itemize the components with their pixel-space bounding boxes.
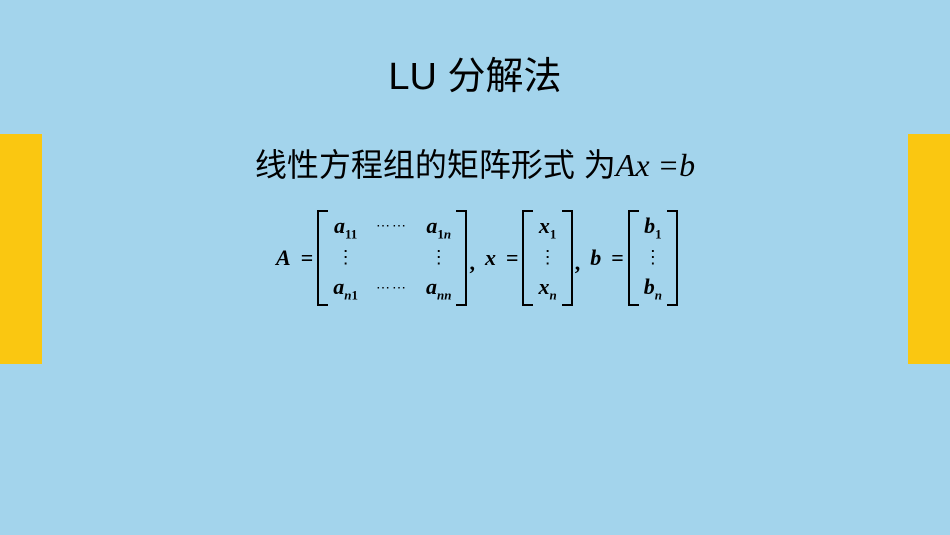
comma-2: , (575, 250, 581, 306)
bracket-right-icon (668, 210, 678, 306)
equals-1: = (301, 245, 314, 271)
vector-x: x1 ⋮ xn (522, 210, 572, 306)
slide: LU 分解法 线性方程组的矩阵形式 为Ax =b A = a11 ⋯⋯ a1n … (0, 0, 950, 535)
cell-vdots-right: ⋮ (430, 255, 448, 260)
cell-a1n: a1n (426, 215, 451, 240)
slide-subtitle: 线性方程组的矩阵形式 为Ax =b (0, 140, 950, 186)
bracket-left-icon (522, 210, 532, 306)
equals-3: = (611, 245, 624, 271)
cell-b-vdots: ⋮ (644, 255, 662, 260)
subtitle-eq-op: = (650, 147, 680, 183)
cell-x1: x1 (539, 215, 557, 240)
bracket-right-icon (563, 210, 573, 306)
cell-an1: an1 (333, 276, 358, 301)
cell-a11: a11 (334, 215, 357, 240)
bracket-left-icon (317, 210, 327, 306)
cell-ann: ann (426, 276, 451, 301)
equals-2: = (506, 245, 519, 271)
symbol-A: A (276, 245, 291, 271)
cell-x-vdots: ⋮ (539, 255, 557, 260)
cell-bn: bn (644, 276, 662, 301)
matrix-equation: A = a11 ⋯⋯ a1n ⋮ · ⋮ an1 ⋯⋯ ann , x = x1 (0, 210, 950, 306)
bracket-left-icon (628, 210, 638, 306)
comma-1: , (469, 250, 475, 306)
matrix-A: a11 ⋯⋯ a1n ⋮ · ⋮ an1 ⋯⋯ ann (317, 210, 467, 306)
cell-hdots-top: ⋯⋯ (376, 220, 408, 234)
vector-b: b1 ⋮ bn (628, 210, 678, 306)
slide-title: LU 分解法 (0, 45, 950, 100)
subtitle-eq-lhs: Ax (616, 147, 650, 183)
symbol-b: b (590, 245, 601, 271)
vector-b-grid: b1 ⋮ bn (638, 210, 668, 306)
symbol-x: x (485, 245, 496, 271)
cell-hdots-bot: ⋯⋯ (376, 282, 408, 296)
cell-xn: xn (538, 276, 556, 301)
subtitle-prefix: 线性方程组的矩阵形式 为 (255, 147, 616, 183)
cell-b1: b1 (644, 215, 662, 240)
subtitle-eq-rhs: b (679, 147, 695, 183)
bracket-right-icon (457, 210, 467, 306)
matrix-A-grid: a11 ⋯⋯ a1n ⋮ · ⋮ an1 ⋯⋯ ann (327, 210, 457, 306)
cell-vdots-left: ⋮ (337, 255, 355, 260)
vector-x-grid: x1 ⋮ xn (532, 210, 562, 306)
